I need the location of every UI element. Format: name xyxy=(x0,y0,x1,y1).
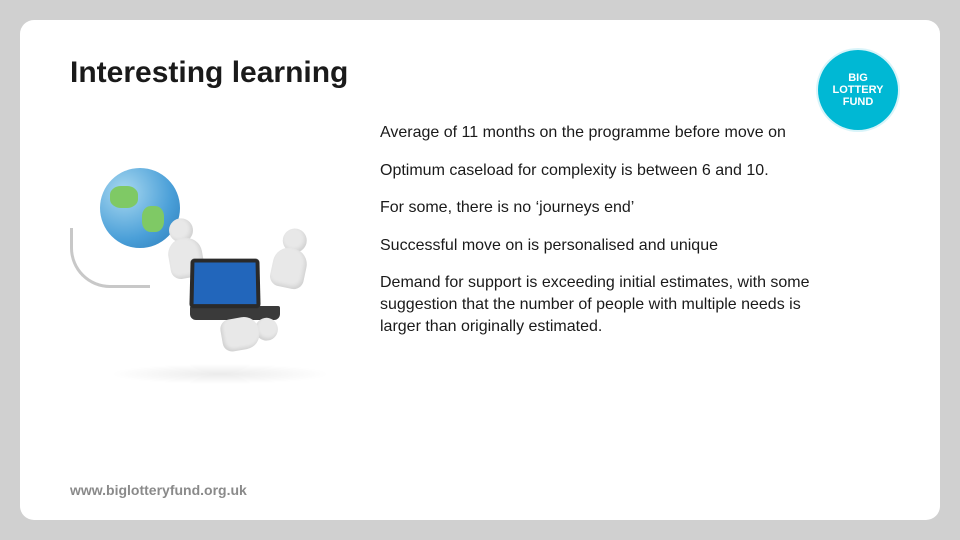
brand-logo: BIG LOTTERY FUND xyxy=(818,50,898,130)
content-row: Average of 11 months on the programme be… xyxy=(70,118,890,378)
logo-text-line2: LOTTERY xyxy=(833,84,884,96)
logo-text-line1: BIG xyxy=(848,72,868,84)
logo-text-line3: FUND xyxy=(843,96,874,108)
illustration-icon xyxy=(70,158,350,378)
bullet-list: Average of 11 months on the programme be… xyxy=(380,118,890,378)
shadow-icon xyxy=(110,364,330,384)
logo-circle-icon: BIG LOTTERY FUND xyxy=(818,50,898,130)
bullet-item: For some, there is no ‘journeys end’ xyxy=(380,197,830,219)
bullet-item: Optimum caseload for complexity is betwe… xyxy=(380,160,830,182)
figure-icon xyxy=(208,304,282,362)
bullet-item: Demand for support is exceeding initial … xyxy=(380,272,830,337)
footer-url: www.biglotteryfund.org.uk xyxy=(70,482,247,498)
slide-card: Interesting learning BIG LOTTERY FUND Av… xyxy=(20,20,940,520)
slide-title: Interesting learning xyxy=(70,56,890,90)
bullet-item: Successful move on is personalised and u… xyxy=(380,235,830,257)
bullet-item: Average of 11 months on the programme be… xyxy=(380,122,830,144)
